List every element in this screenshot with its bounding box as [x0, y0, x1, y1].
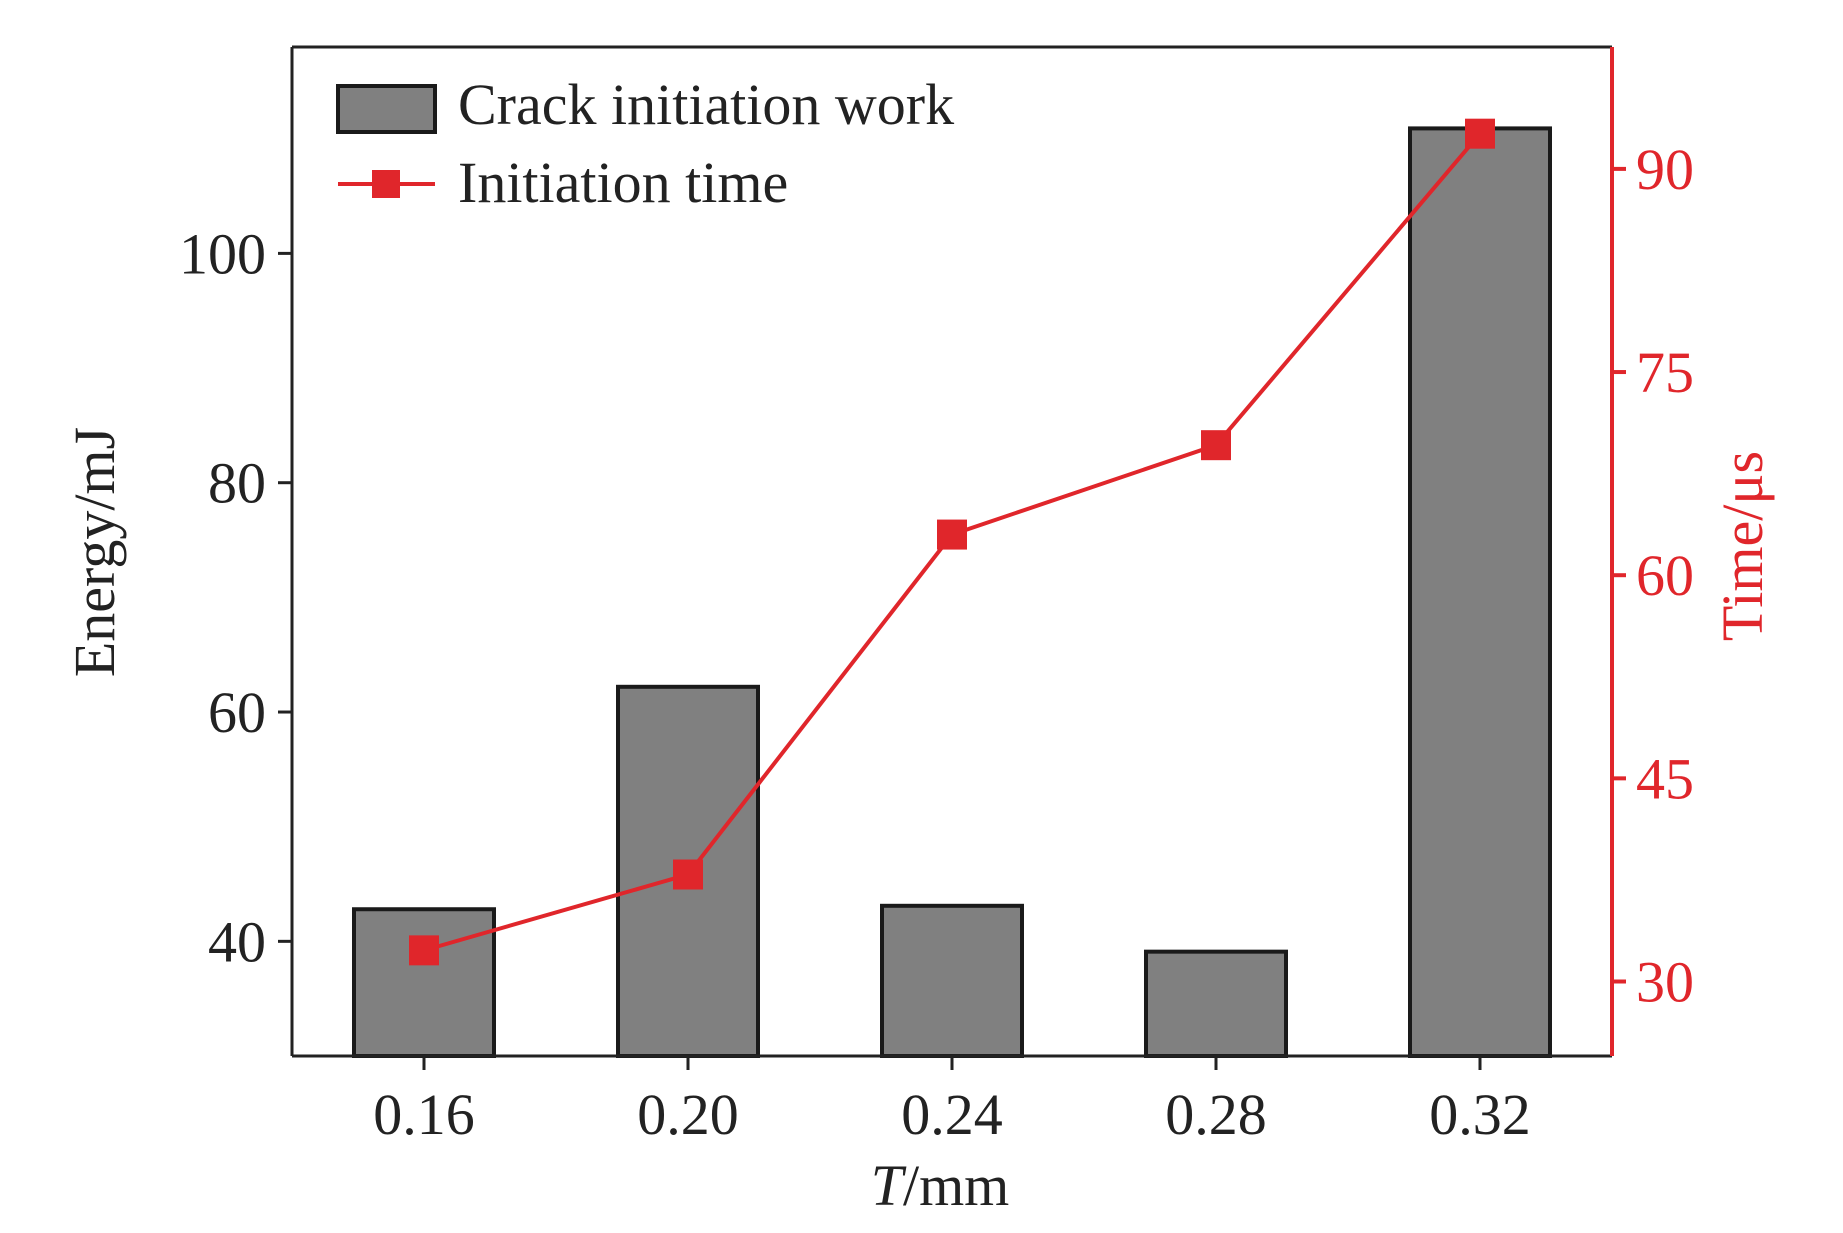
legend: Crack initiation work Initiation time: [336, 72, 954, 215]
y2-tick-label-75: 75: [1636, 340, 1694, 405]
legend-bar-swatch: [336, 84, 437, 134]
y-axis-title: Energy/mJ: [62, 427, 127, 677]
bar-0.24: [880, 903, 1024, 1058]
ticks-layer: 0.16 0.20 0.24 0.28 0.32 40 60 80 100 30 45 60 75 90: [179, 137, 1694, 1147]
x-tick-label-0.16: 0.16: [373, 1082, 475, 1147]
time-point-0.16: [409, 935, 439, 966]
legend-line-label: Initiation time: [458, 150, 788, 215]
time-point-0.32: [1465, 118, 1495, 149]
bar-0.16: [352, 907, 496, 1059]
legend-bar-label: Crack initiation work: [458, 72, 954, 137]
x-axis-title-unit: /mm: [903, 1153, 1009, 1218]
y-tick-label-80: 80: [208, 451, 266, 516]
x-axis-title: T/mm: [871, 1153, 1010, 1218]
y2-tick-label-45: 45: [1636, 746, 1694, 811]
bar-0.32: [1408, 126, 1552, 1058]
y-tick-label-40: 40: [208, 909, 266, 974]
y2-tick-label-30: 30: [1636, 950, 1694, 1015]
y-tick-label-100: 100: [179, 221, 266, 286]
time-point-0.24: [937, 519, 967, 550]
y2-tick-label-90: 90: [1636, 137, 1694, 202]
y-tick-label-60: 60: [208, 680, 266, 745]
y2-tick-label-60: 60: [1636, 543, 1694, 608]
time-point-0.28: [1201, 430, 1231, 461]
x-tick-label-0.20: 0.20: [637, 1082, 739, 1147]
x-axis-title-italic: T: [871, 1153, 907, 1218]
bars-layer: [352, 126, 1552, 1059]
line-layer: [409, 118, 1495, 966]
x-tick-label-0.24: 0.24: [901, 1082, 1003, 1147]
time-point-0.20: [673, 859, 703, 890]
y2-axis-title: Time/μs: [1710, 451, 1775, 641]
legend-line-marker: [372, 170, 400, 198]
x-tick-label-0.28: 0.28: [1165, 1082, 1267, 1147]
bar-0.28: [1144, 949, 1288, 1058]
x-tick-label-0.32: 0.32: [1429, 1082, 1531, 1147]
